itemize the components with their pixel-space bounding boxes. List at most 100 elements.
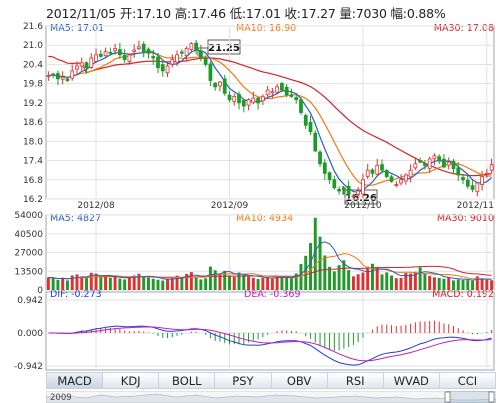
volume-bar [299,264,303,290]
volume-tick-label: 13500 [14,267,43,277]
navigator-selection[interactable] [447,391,493,403]
candlestick [132,49,137,52]
volume-bar [151,278,155,290]
candlestick [413,163,418,169]
volume-bar [275,275,279,290]
date-tick-label: 2012/11 [457,201,494,211]
volume-bar [113,276,117,290]
volume-bar [399,277,403,290]
volume-bar [390,275,394,290]
candlestick [370,169,375,174]
volume-bar [394,278,398,290]
candlestick [227,94,232,101]
volume-bar [256,279,260,290]
candlestick [308,122,313,133]
candlestick [380,164,384,171]
volume-bar [313,217,317,290]
candlestick [241,99,246,107]
tab-obv[interactable]: OBV [271,372,328,389]
candlestick [184,48,189,56]
candlestick [151,56,156,59]
volume-bar [137,273,141,290]
volume-bar [213,270,217,290]
tab-boll[interactable]: BOLL [159,372,216,389]
candlestick [251,97,256,104]
price-ma30-line [48,55,492,177]
candlestick [361,179,365,195]
candlestick [427,158,432,169]
volume-bar [342,260,346,290]
candlestick [322,162,327,174]
candlestick [384,170,389,177]
candlestick [265,89,270,96]
candlestick [84,62,89,69]
volume-bar [104,275,108,290]
tab-psy[interactable]: PSY [215,372,272,389]
candlestick [280,83,284,91]
volume-bar [428,275,432,290]
macd-panel[interactable] [45,291,495,371]
price-ma10-label: MA10: 16.90 [236,23,296,34]
volume-bar [347,270,351,290]
candlestick [137,46,141,49]
volume-value: 7030 [355,6,387,21]
candlestick [284,86,289,96]
tab-wvad[interactable]: WVAD [383,372,440,389]
volume-ma5-line [48,241,492,281]
tab-kdj[interactable]: KDJ [103,372,160,389]
volume-bar [127,277,131,290]
candlestick [442,158,446,168]
candlestick [232,96,237,102]
candlestick [351,195,356,198]
macd-tick-label: -0.942 [14,362,43,372]
indicator-tabs: MACD KDJ BOLL PSY OBV RSI WVAD CCI [46,372,496,389]
quote-info-bar: 2012/11/05 开:17.10 高:17.46 低:17.01 收:17.… [46,3,446,22]
tab-rsi[interactable]: RSI [327,372,384,389]
volume-bar [185,273,189,290]
volume-bar [356,274,360,290]
candlestick [394,184,399,186]
low-label: 低: [229,6,247,21]
candlestick [275,86,280,93]
volume-bar [442,278,446,290]
candlestick [156,56,160,69]
volume-ma10-label: MA10: 4934 [236,213,293,224]
candlestick [89,57,94,68]
candlestick [484,172,489,175]
volume-bar [56,280,60,290]
volume-bar [461,280,465,290]
candlestick [208,63,213,81]
volume-bar [318,236,322,290]
candlestick [408,169,413,178]
candlestick [465,179,470,187]
volume-bar [337,265,341,290]
candlestick [117,49,122,56]
candlestick [332,179,337,189]
quote-date: 2012/11/05 [46,6,117,21]
candlestick [108,51,113,54]
volume-bar [261,278,265,290]
tab-cci[interactable]: CCI [439,372,496,389]
volume-bar [418,267,422,290]
history-navigator[interactable]: 2009 [46,391,496,403]
volume-bar [247,276,251,290]
price-ma5-label: MA5: 17.01 [50,23,104,34]
candlestick [403,174,408,182]
candlestick [199,50,203,59]
volume-ma5-label: MA5: 4827 [50,213,101,224]
high-value: 17.46 [191,6,226,21]
volume-bar [108,277,112,290]
volume-bar [94,273,98,290]
volume-bar [404,272,408,290]
candlestick [246,99,251,106]
candlestick [122,54,127,61]
tab-macd[interactable]: MACD [46,372,104,389]
navigator-left-handle[interactable] [444,391,451,403]
navigator-right-handle[interactable] [488,391,495,403]
macd-tick-label: 0.000 [17,329,43,339]
volume-bar [156,279,160,290]
navigator-year-label: 2009 [50,393,72,403]
candlestick [437,156,442,161]
volume-bar [456,279,460,290]
